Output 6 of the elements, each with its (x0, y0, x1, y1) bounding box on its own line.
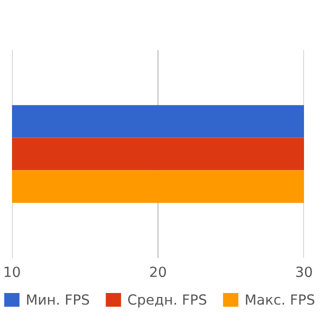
legend-label: Мин. FPS (27, 294, 90, 305)
legend-label: Средн. FPS (128, 294, 206, 308)
x-tick-label: 30 (296, 266, 312, 278)
x-tick-label: 20 (150, 266, 166, 278)
legend-label: Макс. FPS (246, 294, 314, 305)
x-tick-label: 10 (4, 266, 20, 278)
